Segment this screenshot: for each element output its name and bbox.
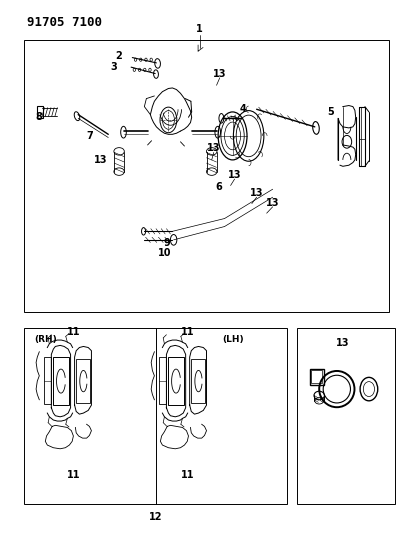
Bar: [37, 106, 43, 118]
Text: 5: 5: [328, 107, 334, 117]
Bar: [168, 357, 184, 405]
Text: 1: 1: [196, 25, 203, 34]
Text: 9: 9: [164, 238, 170, 247]
Text: 11: 11: [67, 471, 81, 480]
Text: 13: 13: [94, 155, 108, 165]
Bar: [311, 370, 322, 383]
Text: 11: 11: [181, 327, 194, 336]
Bar: [53, 357, 69, 405]
Text: 7: 7: [86, 131, 93, 141]
Text: 3: 3: [110, 62, 117, 72]
Bar: [76, 359, 90, 403]
Text: 12: 12: [149, 512, 162, 522]
Text: 13: 13: [228, 170, 241, 180]
Bar: [159, 357, 166, 404]
Text: 8: 8: [36, 112, 43, 122]
Text: 13: 13: [207, 143, 221, 153]
Text: 91705 7100: 91705 7100: [27, 16, 102, 29]
Text: 13: 13: [266, 198, 279, 207]
Text: 6: 6: [215, 182, 222, 191]
Text: 11: 11: [181, 471, 194, 480]
Text: (LH): (LH): [222, 335, 243, 344]
Bar: [24, 40, 389, 312]
Bar: [297, 328, 395, 504]
Bar: [44, 357, 51, 404]
Bar: [191, 359, 205, 403]
Bar: [310, 369, 324, 385]
Text: 13: 13: [336, 338, 350, 348]
Text: 10: 10: [158, 248, 171, 258]
Text: 13: 13: [213, 69, 227, 78]
Text: (RH): (RH): [35, 335, 57, 344]
Text: 4: 4: [239, 104, 246, 114]
Text: 13: 13: [250, 188, 263, 198]
Text: 11: 11: [67, 327, 81, 336]
Bar: [24, 328, 287, 504]
Text: 2: 2: [115, 51, 122, 61]
